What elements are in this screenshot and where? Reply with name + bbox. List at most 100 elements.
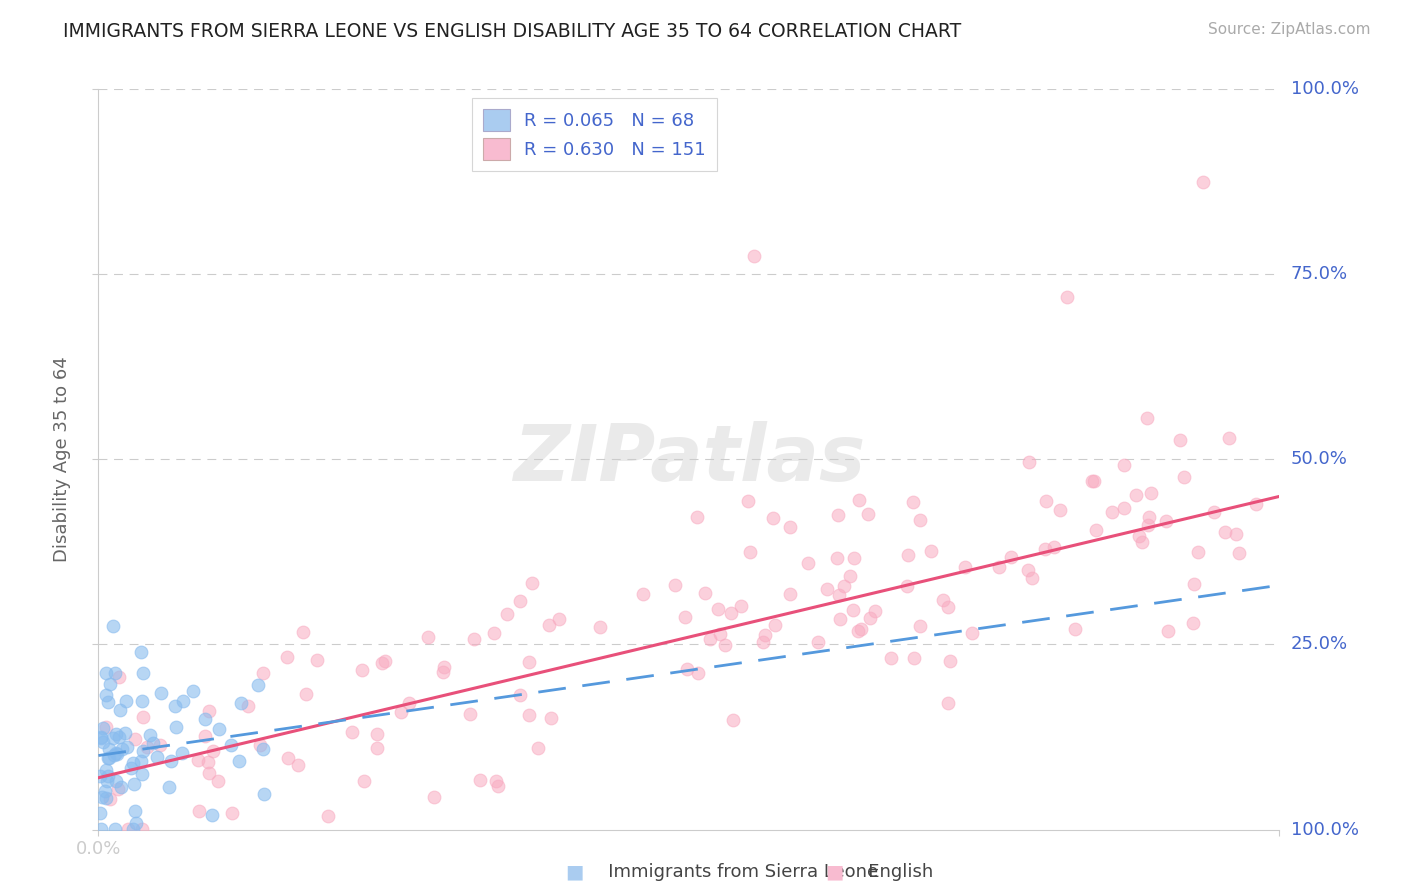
Point (350, 663, 373, 677)
Point (163, 698, 186, 713)
Point (97, 742, 120, 756)
Point (1000, 549, 1022, 564)
Point (828, 611, 851, 625)
Point (120, 761, 142, 775)
Point (389, 706, 412, 720)
Point (108, 670, 131, 684)
Point (111, 742, 134, 756)
Point (838, 569, 860, 583)
Point (1018, 455, 1040, 469)
Point (219, 738, 242, 752)
Point (221, 806, 243, 821)
Point (277, 750, 299, 764)
Point (90, 730, 112, 744)
Point (738, 545, 761, 559)
Point (897, 548, 920, 562)
Y-axis label: Disability Age 35 to 64: Disability Age 35 to 64 (53, 357, 72, 562)
Point (131, 822, 153, 836)
Point (779, 587, 801, 601)
Point (198, 704, 221, 718)
Point (416, 630, 439, 644)
Point (114, 694, 136, 708)
Point (166, 720, 188, 734)
Point (129, 754, 152, 768)
Point (110, 780, 132, 795)
Point (432, 659, 454, 673)
Point (1218, 431, 1240, 445)
Point (105, 746, 128, 760)
Point (1064, 622, 1087, 636)
Point (953, 559, 976, 574)
Point (484, 625, 506, 640)
Point (89, 769, 111, 783)
Point (108, 703, 131, 717)
Point (90, 731, 112, 745)
Point (1056, 289, 1078, 303)
Point (936, 696, 959, 710)
Point (842, 550, 865, 565)
Point (699, 632, 721, 646)
Point (90, 822, 112, 836)
Point (686, 665, 709, 680)
Point (94, 666, 117, 681)
Point (1213, 524, 1236, 539)
Point (90, 789, 112, 804)
Point (520, 575, 543, 590)
Point (208, 722, 231, 736)
Point (960, 626, 983, 640)
Point (762, 511, 785, 525)
Text: 100.0%: 100.0% (1291, 80, 1358, 98)
Point (188, 804, 211, 818)
Point (849, 622, 872, 636)
Point (1244, 498, 1267, 512)
Point (201, 808, 224, 822)
Point (97, 751, 120, 765)
Point (124, 732, 146, 747)
Point (828, 588, 851, 602)
Point (779, 520, 801, 534)
Point (1035, 494, 1057, 508)
Point (807, 634, 830, 648)
Text: ■: ■ (825, 863, 844, 882)
Point (423, 789, 446, 804)
Point (353, 773, 375, 788)
Point (920, 543, 942, 558)
Point (228, 754, 250, 768)
Point (252, 665, 274, 680)
Text: ZIPatlas: ZIPatlas (513, 421, 865, 498)
Text: ■: ■ (565, 863, 583, 882)
Point (197, 755, 219, 769)
Point (664, 578, 686, 592)
Point (527, 741, 550, 756)
Point (142, 736, 165, 750)
Point (96, 764, 118, 778)
Point (1017, 563, 1039, 577)
Point (96, 790, 118, 805)
Point (988, 560, 1011, 574)
Point (194, 712, 217, 726)
Point (292, 624, 315, 639)
Point (901, 495, 924, 509)
Point (848, 493, 870, 508)
Point (1033, 541, 1056, 556)
Point (720, 606, 742, 620)
Point (249, 738, 271, 752)
Point (253, 787, 276, 801)
Point (496, 607, 519, 621)
Point (742, 249, 765, 263)
Point (1083, 474, 1105, 488)
Point (131, 665, 153, 680)
Point (842, 603, 865, 617)
Point (117, 822, 139, 836)
Point (737, 494, 759, 508)
Text: 100.0%: 100.0% (1291, 821, 1358, 838)
Point (1101, 505, 1123, 519)
Point (675, 662, 697, 676)
Point (463, 632, 485, 647)
Point (366, 727, 388, 741)
Point (104, 666, 127, 681)
Point (1187, 545, 1209, 559)
Point (97, 769, 120, 783)
Point (908, 513, 931, 527)
Point (763, 617, 786, 632)
